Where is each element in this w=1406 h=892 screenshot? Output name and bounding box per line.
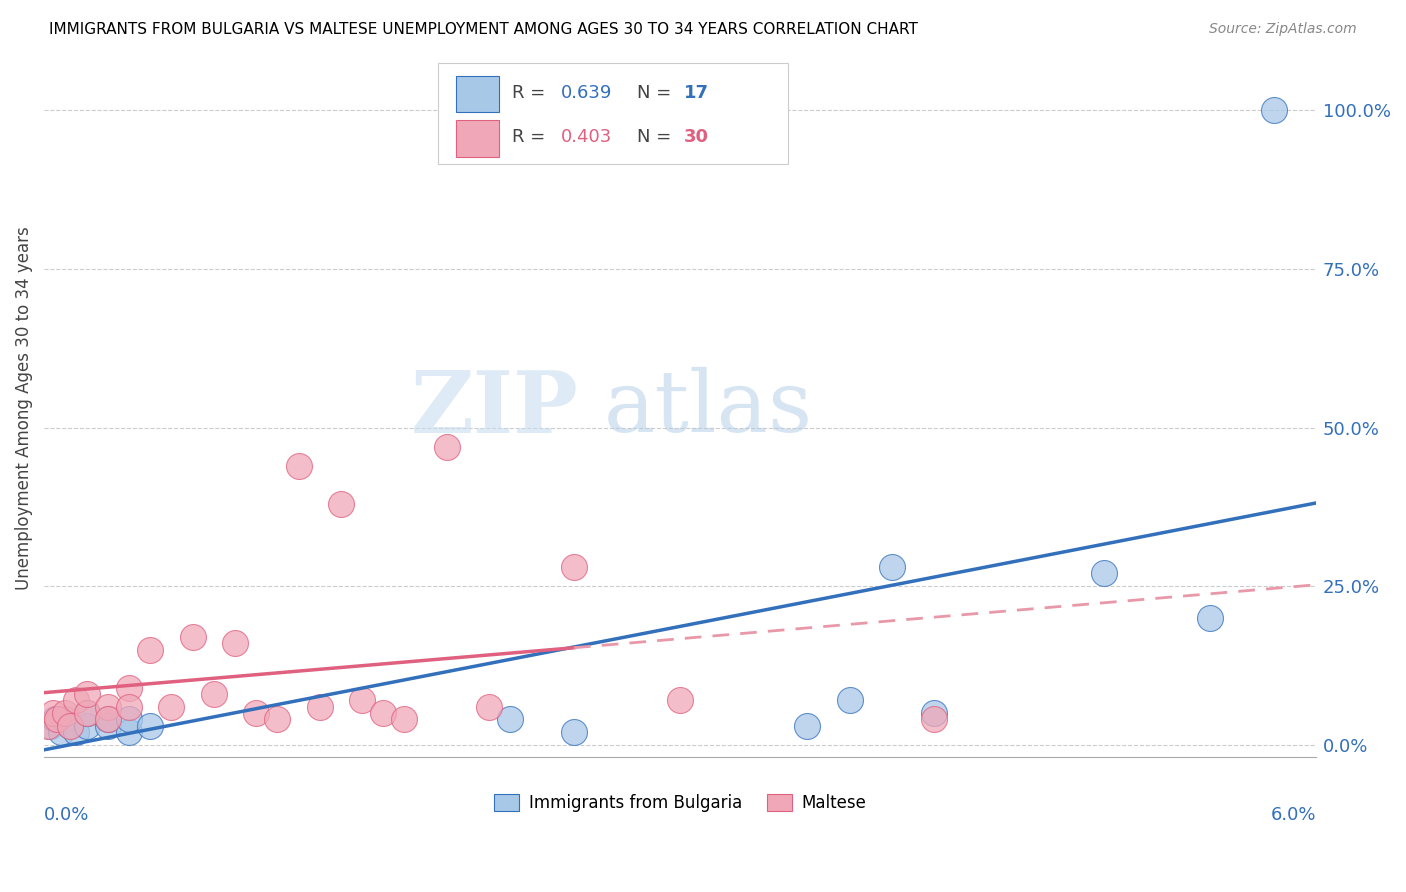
- Text: R =: R =: [512, 84, 546, 102]
- Point: [139, 719, 162, 733]
- Point: [118, 699, 141, 714]
- Point: [65, 693, 87, 707]
- FancyBboxPatch shape: [439, 63, 789, 164]
- Point: [76, 687, 98, 701]
- Point: [373, 706, 395, 720]
- Text: N =: N =: [637, 84, 671, 102]
- Point: [499, 712, 522, 726]
- Point: [181, 630, 204, 644]
- Point: [118, 725, 141, 739]
- Point: [838, 693, 860, 707]
- Text: 17: 17: [683, 84, 709, 102]
- Point: [76, 706, 98, 720]
- Text: N =: N =: [637, 128, 671, 146]
- Point: [669, 693, 692, 707]
- Point: [562, 560, 585, 574]
- Point: [287, 458, 309, 473]
- Legend: Immigrants from Bulgaria, Maltese: Immigrants from Bulgaria, Maltese: [486, 788, 873, 819]
- Point: [202, 687, 225, 701]
- Text: 0.639: 0.639: [561, 84, 612, 102]
- Text: IMMIGRANTS FROM BULGARIA VS MALTESE UNEMPLOYMENT AMONG AGES 30 TO 34 YEARS CORRE: IMMIGRANTS FROM BULGARIA VS MALTESE UNEM…: [49, 22, 918, 37]
- Point: [118, 712, 141, 726]
- Point: [39, 719, 62, 733]
- Point: [924, 712, 946, 726]
- Text: R =: R =: [512, 128, 546, 146]
- Point: [53, 712, 76, 726]
- Point: [1092, 566, 1115, 581]
- Point: [97, 712, 120, 726]
- Point: [37, 719, 59, 733]
- Point: [924, 706, 946, 720]
- Y-axis label: Unemployment Among Ages 30 to 34 years: Unemployment Among Ages 30 to 34 years: [15, 227, 32, 591]
- FancyBboxPatch shape: [456, 76, 499, 112]
- Point: [53, 706, 76, 720]
- Point: [880, 560, 903, 574]
- Point: [97, 719, 120, 733]
- Point: [45, 712, 67, 726]
- Text: ZIP: ZIP: [411, 367, 578, 450]
- Text: 30: 30: [683, 128, 709, 146]
- Point: [436, 440, 458, 454]
- Point: [76, 719, 98, 733]
- Point: [49, 725, 72, 739]
- Point: [160, 699, 183, 714]
- Point: [41, 706, 63, 720]
- Text: Source: ZipAtlas.com: Source: ZipAtlas.com: [1209, 22, 1357, 37]
- Point: [1263, 103, 1285, 118]
- Point: [308, 699, 330, 714]
- Point: [44, 712, 66, 726]
- Point: [1199, 611, 1222, 625]
- Text: 6.0%: 6.0%: [1271, 806, 1316, 824]
- Point: [97, 712, 120, 726]
- Text: atlas: atlas: [603, 367, 813, 450]
- Point: [118, 681, 141, 695]
- Point: [65, 725, 87, 739]
- Point: [478, 699, 501, 714]
- Point: [58, 719, 80, 733]
- Point: [97, 699, 120, 714]
- Point: [245, 706, 267, 720]
- Point: [562, 725, 585, 739]
- Point: [394, 712, 416, 726]
- FancyBboxPatch shape: [456, 120, 499, 157]
- Point: [266, 712, 288, 726]
- Point: [352, 693, 374, 707]
- Point: [224, 636, 246, 650]
- Point: [329, 497, 352, 511]
- Point: [139, 642, 162, 657]
- Text: 0.403: 0.403: [561, 128, 612, 146]
- Point: [58, 719, 80, 733]
- Point: [796, 719, 818, 733]
- Point: [76, 706, 98, 720]
- Text: 0.0%: 0.0%: [44, 806, 90, 824]
